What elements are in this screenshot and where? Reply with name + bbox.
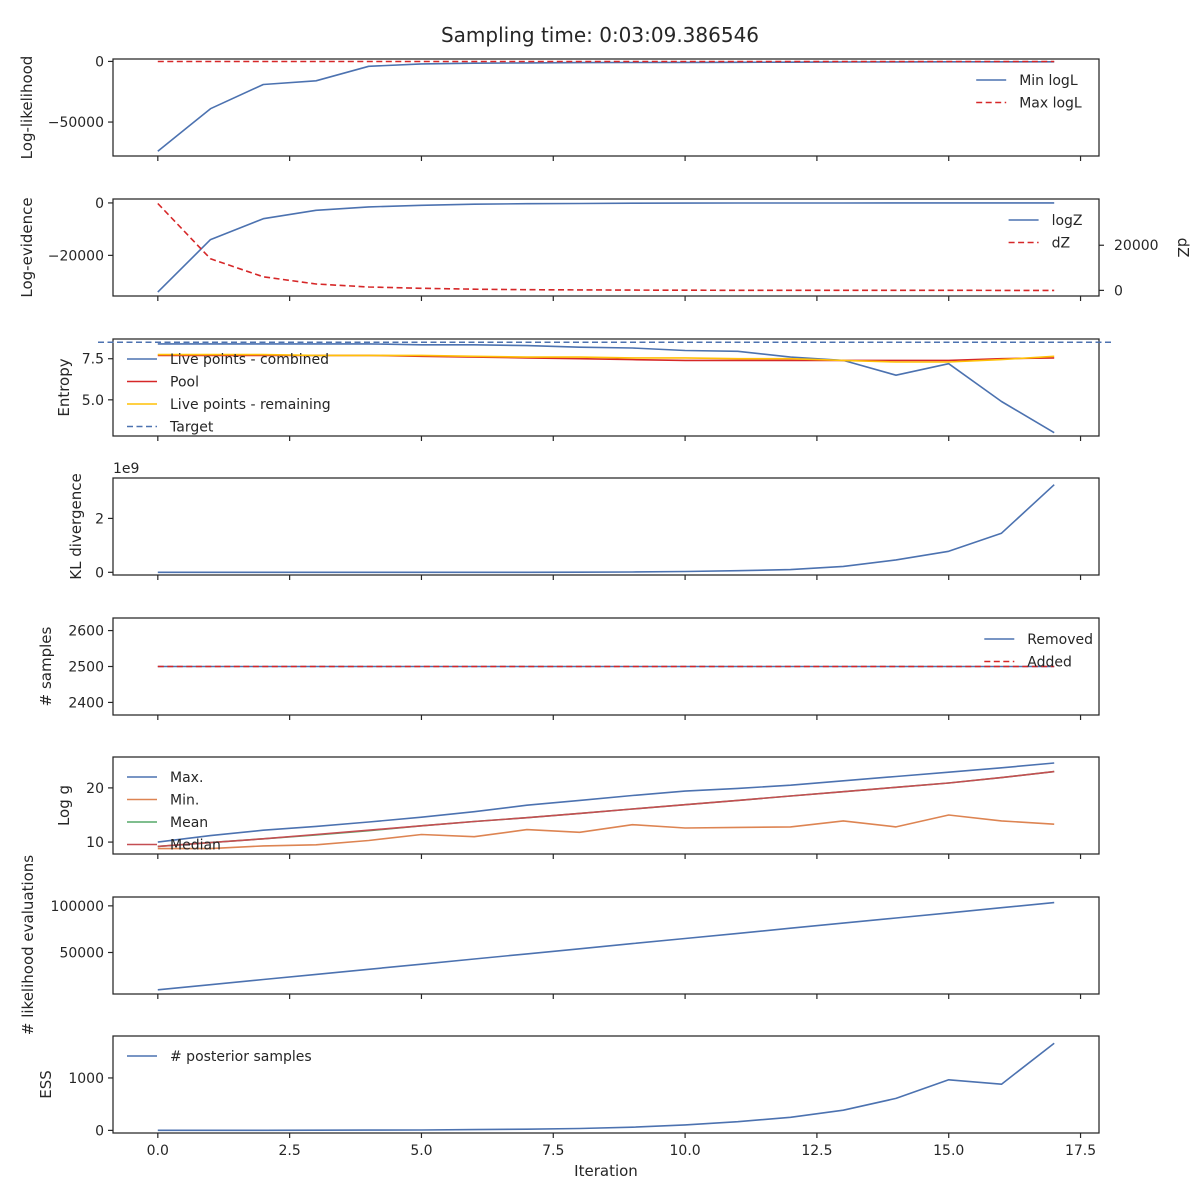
y-axis-label: # likelihood evaluations — [19, 855, 37, 1035]
y-tick-label: 2400 — [68, 695, 104, 711]
y-tick-label: 7.5 — [82, 352, 104, 368]
panel-loglikelihood: 0 −50000 Log-likelihood Min logL Max logL — [18, 54, 1100, 161]
x-tick-label: 2.5 — [279, 1143, 301, 1159]
axes-frame — [112, 58, 1100, 157]
y-axis-label: # samples — [37, 626, 55, 706]
legend-label: Live points - combined — [170, 352, 329, 368]
legend-label: Removed — [1027, 632, 1093, 648]
legend-label: Target — [169, 420, 214, 436]
y-tick-label: 50000 — [59, 945, 104, 961]
y-right-tick-label: 20000 — [1114, 238, 1159, 254]
offset-text: 1e9 — [113, 461, 139, 477]
figure-title: Sampling time: 0:03:09.386546 — [441, 23, 759, 47]
y-tick-label: 0 — [95, 1123, 104, 1139]
series-line-median — [157, 770, 1055, 848]
y-tick-label: 20 — [86, 781, 104, 797]
y-tick-label: −50000 — [48, 115, 104, 131]
y-axis-label: Log-evidence — [18, 197, 36, 297]
x-tick-label: 12.5 — [801, 1143, 832, 1159]
x-tick-label: 0.0 — [147, 1143, 169, 1159]
y-axis-label: ESS — [37, 1070, 55, 1099]
panel-logg: 20 10 Log g Max. Min. Mean Median — [55, 756, 1100, 859]
legend: Max. Min. Mean Median — [127, 770, 221, 854]
series-line-min-logl — [157, 60, 1055, 152]
legend: Min logL Max logL — [976, 73, 1082, 112]
legend: logZ dZ — [1008, 213, 1083, 252]
legend-label: logZ — [1052, 213, 1083, 229]
series-line-live-points-remaining — [157, 353, 1055, 363]
series-line-live-points-combined — [157, 343, 1055, 434]
series-line-dz — [157, 202, 1055, 292]
legend-label: Max logL — [1019, 96, 1082, 112]
legend-label: Min logL — [1019, 73, 1078, 89]
y-tick-label: 5.0 — [82, 393, 104, 409]
y-tick-label: −20000 — [48, 248, 104, 264]
legend-label: dZ — [1052, 236, 1070, 252]
series-line-posterior-samples — [157, 1042, 1055, 1132]
x-tick-label: 17.5 — [1065, 1143, 1096, 1159]
axes-frame — [112, 1035, 1100, 1134]
legend-label: Max. — [170, 770, 203, 786]
panel-ess: 1000 0 0.0 2.5 5.0 7.5 10.0 12.5 15.0 17.5 Iterati… — [37, 1035, 1100, 1180]
y-right-axis-label: dZ — [1174, 238, 1192, 258]
panel-logevidence: 0 −20000 Log-evidence 20000 0 dZ logZ dZ — [18, 196, 1192, 301]
y-tick-label: 2 — [95, 511, 104, 527]
axes-frame — [112, 338, 1100, 437]
panel-likelihood_evals: 100000 50000 # likelihood evaluations — [19, 855, 1100, 1035]
legend-label: Pool — [170, 375, 199, 391]
legend-label: Min. — [170, 793, 199, 809]
axes-frame — [112, 756, 1100, 855]
series-line-logz — [157, 202, 1055, 293]
y-tick-label: 0 — [95, 565, 104, 581]
panel-samples: 2600 2500 2400 # samples Removed Added — [37, 617, 1100, 720]
legend-label: # posterior samples — [170, 1049, 312, 1065]
series-line-max — [157, 762, 1055, 843]
x-tick-label: 5.0 — [410, 1143, 432, 1159]
legend-label: Live points - remaining — [170, 397, 331, 413]
y-right-tick-label: 0 — [1114, 283, 1123, 299]
series-line-min — [157, 814, 1055, 850]
y-tick-label: 100000 — [51, 899, 104, 915]
axes-frame — [112, 896, 1100, 995]
axes-frame — [112, 198, 1100, 297]
x-tick-label: 10.0 — [670, 1143, 701, 1159]
series-line-values — [157, 901, 1055, 991]
y-axis-label: Log-likelihood — [18, 56, 36, 160]
legend: Live points - combined Pool Live points - … — [127, 352, 331, 436]
series-line-values — [157, 484, 1055, 574]
y-tick-label: 10 — [86, 835, 104, 851]
axes-frame — [112, 477, 1100, 576]
y-axis-label: KL divergence — [67, 473, 85, 579]
panel-kl: 2 0 KL divergence 1e9 — [67, 461, 1100, 581]
legend-label: Mean — [170, 815, 208, 831]
series-line-mean — [157, 770, 1055, 848]
legend-label: Added — [1027, 655, 1072, 671]
x-tick-label: 15.0 — [933, 1143, 964, 1159]
x-axis-label: Iteration — [574, 1162, 638, 1180]
y-axis-label: Log g — [55, 785, 73, 826]
y-tick-label: 0 — [95, 196, 104, 212]
legend: # posterior samples — [127, 1049, 312, 1065]
y-tick-label: 0 — [95, 54, 104, 70]
legend: Removed Added — [984, 632, 1093, 671]
legend-label: Median — [170, 838, 221, 854]
y-tick-label: 1000 — [68, 1071, 104, 1087]
y-tick-label: 2600 — [68, 624, 104, 640]
y-axis-label: Entropy — [55, 358, 73, 416]
y-tick-label: 2500 — [68, 660, 104, 676]
x-tick-label: 7.5 — [542, 1143, 564, 1159]
